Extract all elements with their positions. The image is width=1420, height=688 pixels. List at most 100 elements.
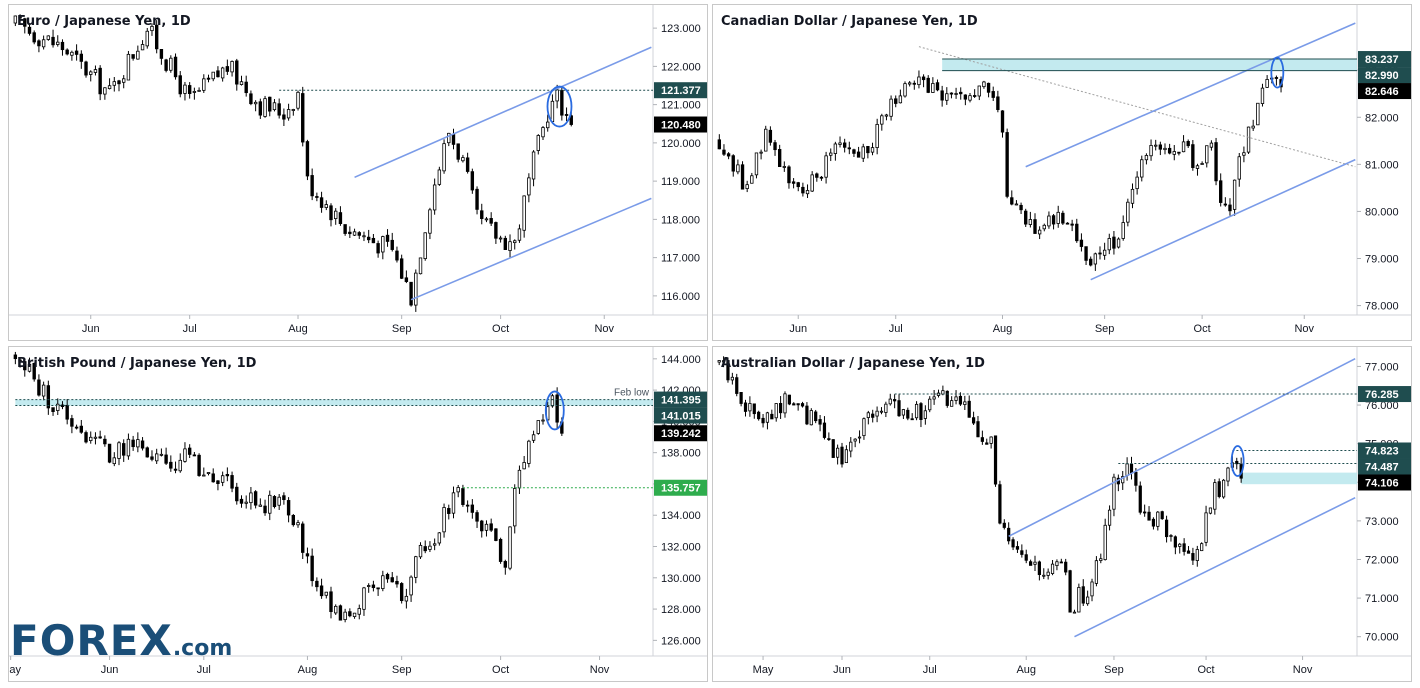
candle-down [1098, 252, 1102, 255]
candle-up [423, 232, 427, 260]
last-price-badge-label: 82.646 [1365, 86, 1399, 98]
highlight-circle [1230, 445, 1245, 477]
candle-down [79, 425, 84, 433]
y-tick-label: 78.000 [1365, 301, 1399, 313]
candle-up [1213, 482, 1217, 510]
candle-up [46, 35, 51, 40]
candle-down [1134, 471, 1138, 486]
x-tick-label: Jul [889, 323, 903, 335]
candle-down [1081, 586, 1085, 604]
candle-down [164, 454, 168, 464]
candle-down [503, 561, 508, 568]
candle-up [522, 462, 526, 470]
y-tick-label: 117.000 [661, 253, 700, 265]
candle-up [1226, 467, 1230, 482]
candle-up [901, 409, 906, 416]
candle-up [522, 195, 526, 231]
candle-down [1235, 460, 1239, 465]
price-badge-label: 121.377 [661, 85, 701, 97]
candle-up [277, 496, 281, 506]
candle-down [1079, 239, 1084, 247]
candle-up [169, 57, 173, 71]
audjpy-chart[interactable]: 70.00071.00072.00073.00074.00075.00076.0… [713, 347, 1412, 682]
channel-lower-line [1090, 158, 1356, 281]
candle-up [192, 91, 197, 93]
candle-down [1061, 212, 1065, 224]
candle-down [1015, 546, 1020, 550]
cadjpy-chart[interactable]: 78.00079.00080.00081.00082.00083.000JunJ… [713, 5, 1412, 341]
candle-up [1094, 560, 1099, 584]
candle-down [805, 405, 809, 425]
candle-down [140, 440, 145, 449]
candle-down [1214, 142, 1218, 182]
candle-up [774, 403, 778, 419]
x-tick-label: May [753, 664, 774, 676]
candle-up [844, 449, 848, 464]
y-tick-label: 126.000 [661, 635, 701, 647]
chart-panel-audjpy[interactable]: 70.00071.00072.00073.00074.00075.00076.0… [712, 346, 1412, 682]
candle-up [838, 142, 842, 145]
price-badge-bg [1358, 51, 1411, 68]
candle-up [381, 575, 385, 589]
candle-down [211, 473, 215, 483]
candle-down [376, 243, 380, 254]
candle-up [206, 472, 211, 475]
eurjpy-chart[interactable]: 116.000 117.000 118.000 119.000 120.000 121.0… [9, 5, 708, 341]
candle-down [991, 91, 995, 98]
candle-up [907, 82, 912, 85]
chart-panel-eurjpy[interactable]: 116.000 117.000 118.000 119.000 120.000 121.0… [8, 4, 708, 341]
candle-up [517, 228, 522, 241]
candle-down [13, 354, 18, 360]
candle-up [202, 78, 206, 91]
candle-down [1068, 570, 1072, 613]
candle-down [404, 277, 409, 282]
candle-up [1208, 507, 1213, 514]
channel-lower-line [1074, 496, 1356, 638]
x-tick-label: Oct [1194, 323, 1211, 335]
candle-up [484, 523, 489, 531]
candle-down [456, 143, 460, 160]
candle-down [225, 474, 230, 477]
candle-down [894, 98, 898, 104]
y-tick-label: 128.000 [661, 604, 701, 616]
candle-up [352, 231, 357, 236]
candle-up [291, 109, 296, 111]
candle-up [1260, 87, 1265, 104]
chart-panel-gbpjpy[interactable]: Feb low 126.000 128.000 130.000 132.000 134.0… [8, 346, 708, 682]
candle-up [362, 235, 366, 238]
candle-down [239, 498, 244, 504]
candle-up [914, 403, 919, 419]
candle-down [986, 82, 991, 93]
candle-down [919, 403, 923, 420]
candle-up [555, 89, 559, 102]
candle-down [847, 147, 851, 150]
candle-down [268, 96, 272, 112]
candle-down [1019, 204, 1023, 211]
y-tick-label: 79.000 [1365, 254, 1399, 266]
candle-down [65, 49, 69, 55]
x-tick-label: Aug [298, 664, 318, 676]
candle-down [385, 573, 390, 580]
price-badge-bg [1358, 442, 1411, 459]
candle-down [122, 443, 126, 456]
candle-up [853, 438, 857, 442]
candle-down [996, 96, 1000, 110]
channel-lower-line [410, 197, 652, 301]
candle-down [945, 390, 949, 406]
candle-down [726, 360, 730, 381]
candle-down [70, 418, 74, 427]
chart-panel-cadjpy[interactable]: 78.00079.00080.00081.00082.00083.000JunJ… [712, 4, 1412, 341]
candle-up [898, 95, 903, 104]
candle-down [253, 491, 258, 506]
candle-up [93, 69, 98, 73]
candle-up [721, 360, 726, 363]
candle-up [750, 175, 754, 184]
candle-up [1126, 201, 1130, 223]
candle-down [301, 93, 305, 143]
gbpjpy-chart[interactable]: Feb low 126.000 128.000 130.000 132.000 134.0… [9, 347, 708, 682]
candle-up [1090, 581, 1094, 597]
candle-up [1099, 558, 1103, 561]
x-tick-label: Aug [993, 323, 1013, 335]
candle-up [1181, 141, 1186, 153]
candle-up [1055, 561, 1059, 567]
